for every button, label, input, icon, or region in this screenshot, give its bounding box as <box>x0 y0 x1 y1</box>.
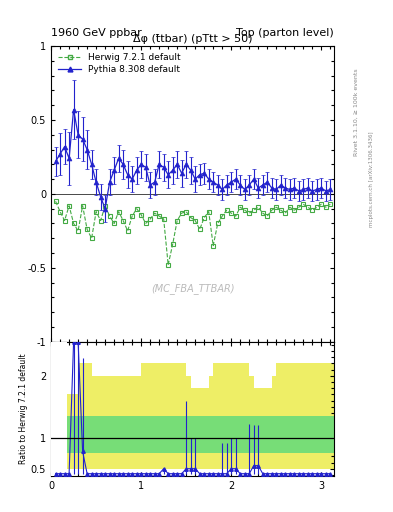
Text: Rivet 3.1.10, ≥ 100k events: Rivet 3.1.10, ≥ 100k events <box>354 69 359 157</box>
Text: Top (parton level): Top (parton level) <box>236 28 334 38</box>
Y-axis label: Ratio to Herwig 7.2.1 default: Ratio to Herwig 7.2.1 default <box>19 354 28 464</box>
Text: 1960 GeV ppbar: 1960 GeV ppbar <box>51 28 142 38</box>
Text: (MC_FBA_TTBAR): (MC_FBA_TTBAR) <box>151 283 234 294</box>
Legend: Herwig 7.2.1 default, Pythia 8.308 default: Herwig 7.2.1 default, Pythia 8.308 defau… <box>55 51 184 77</box>
Title: Δφ (t̄tbar) (pTtt > 50): Δφ (t̄tbar) (pTtt > 50) <box>133 34 252 44</box>
Text: mcplots.cern.ch [arXiv:1306.3436]: mcplots.cern.ch [arXiv:1306.3436] <box>369 132 375 227</box>
